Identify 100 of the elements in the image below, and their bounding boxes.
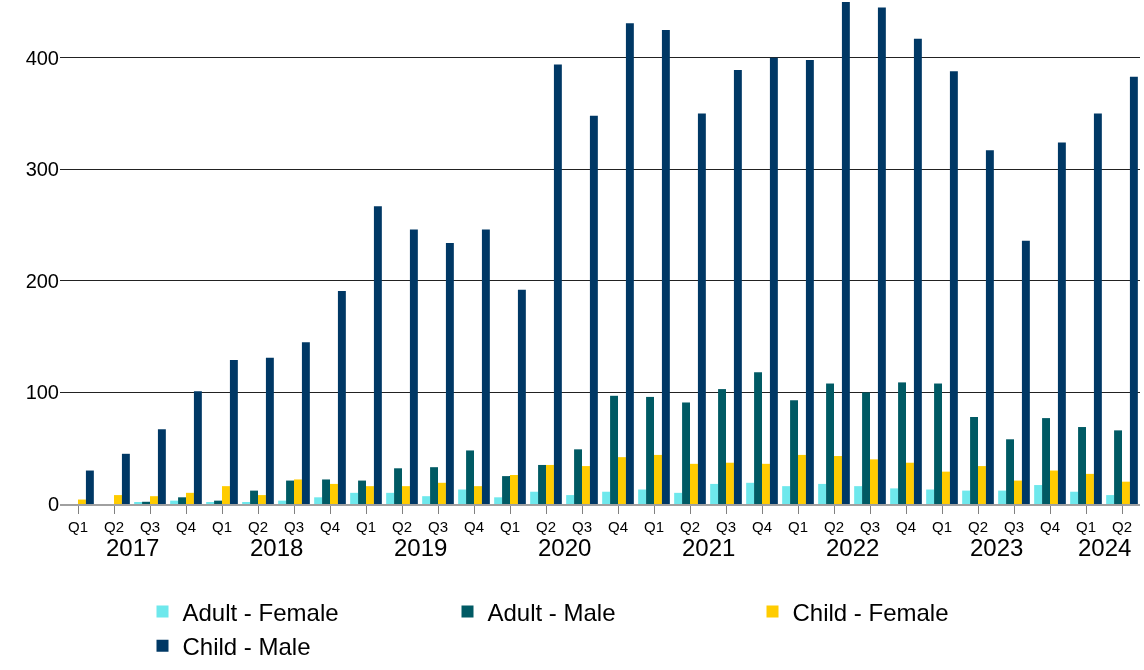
bar <box>1014 480 1022 504</box>
x-tick-label: Q1 <box>1075 518 1097 535</box>
bar <box>1114 430 1122 504</box>
bar <box>466 450 474 504</box>
bar <box>769 57 778 504</box>
text: 2017 <box>106 534 160 561</box>
bar <box>862 392 870 504</box>
bar <box>890 488 899 504</box>
x-tick-label: Q2 <box>967 518 989 535</box>
bar <box>114 495 122 504</box>
bar <box>530 491 539 504</box>
x-tick-label: Q3 <box>283 518 305 535</box>
bar <box>517 289 526 504</box>
bar <box>1070 491 1079 504</box>
bar <box>301 342 310 504</box>
bar <box>85 470 94 504</box>
x-tick-label: Q2 <box>247 518 269 535</box>
bar <box>265 357 274 504</box>
bar <box>409 229 418 504</box>
bar <box>481 229 490 504</box>
bar <box>998 490 1007 504</box>
bar <box>250 490 258 504</box>
bar <box>186 492 194 504</box>
bar <box>430 467 438 504</box>
bar <box>690 463 698 504</box>
bar <box>870 459 878 504</box>
bar <box>422 496 431 504</box>
bar <box>625 23 634 504</box>
x-tick-label: Q3 <box>139 518 161 535</box>
x-tick-label: Q2 <box>391 518 413 535</box>
bar <box>949 71 958 504</box>
legend-label: Child - Male <box>182 633 311 660</box>
bar <box>193 391 202 504</box>
bar <box>178 497 186 504</box>
x-tick-label: Q2 <box>679 518 701 535</box>
bar <box>674 492 683 504</box>
bar <box>373 206 382 504</box>
bar <box>934 383 942 504</box>
bar <box>350 492 359 504</box>
x-tick-label: Q4 <box>895 518 917 535</box>
bar <box>834 456 842 504</box>
bar <box>913 38 922 504</box>
bar <box>553 64 562 504</box>
text: 2018 <box>250 534 304 561</box>
x-tick-label: Q4 <box>1039 518 1061 535</box>
bar <box>962 490 971 504</box>
bar <box>566 495 575 504</box>
bar <box>906 462 914 504</box>
bar <box>782 486 791 504</box>
text: 2019 <box>394 534 448 561</box>
x-tick-label: Q1 <box>355 518 377 535</box>
bar <box>157 429 166 504</box>
bar <box>733 70 742 504</box>
bar <box>710 483 719 504</box>
bar <box>638 489 647 504</box>
bar <box>502 476 510 504</box>
bar <box>746 482 755 504</box>
x-tick-label: Q2 <box>535 518 557 535</box>
bar <box>258 495 266 504</box>
bar <box>654 454 662 504</box>
bar <box>682 402 690 504</box>
x-tick-label: Q2 <box>103 518 125 535</box>
x-tick-label: Q2 <box>823 518 845 535</box>
y-tick-label: 400 <box>25 46 59 69</box>
y-tick-label: 300 <box>25 158 59 181</box>
bar <box>394 468 402 504</box>
bar <box>661 29 670 504</box>
bar <box>646 396 654 504</box>
bar <box>458 489 467 504</box>
x-tick-label: Q3 <box>427 518 449 535</box>
bar <box>1086 473 1094 504</box>
bar <box>762 463 770 504</box>
text: 2020 <box>538 534 592 561</box>
x-tick-label: Q1 <box>499 518 521 535</box>
bar <box>366 486 374 504</box>
bar <box>150 496 158 504</box>
bar <box>322 479 330 504</box>
bar <box>726 462 734 504</box>
bar <box>546 464 554 504</box>
x-tick-label: Q1 <box>931 518 953 535</box>
x-tick-label: Q3 <box>715 518 737 535</box>
x-tick-label: Q1 <box>211 518 233 535</box>
bar <box>1129 76 1138 504</box>
bar <box>942 471 950 504</box>
x-tick-label: Q3 <box>571 518 593 535</box>
bar <box>1021 240 1030 504</box>
bar <box>510 475 518 504</box>
bar <box>602 491 611 504</box>
bar <box>790 400 798 504</box>
bar <box>926 489 935 504</box>
bar <box>78 499 86 504</box>
legend-label: Child - Female <box>792 598 949 626</box>
bar <box>854 486 863 504</box>
bar <box>538 464 546 504</box>
bar <box>877 7 886 504</box>
text: 2023 <box>970 534 1024 561</box>
bar <box>294 479 302 504</box>
bar <box>1034 485 1043 504</box>
bar <box>229 360 238 504</box>
y-tick-label: 0 <box>47 493 59 515</box>
